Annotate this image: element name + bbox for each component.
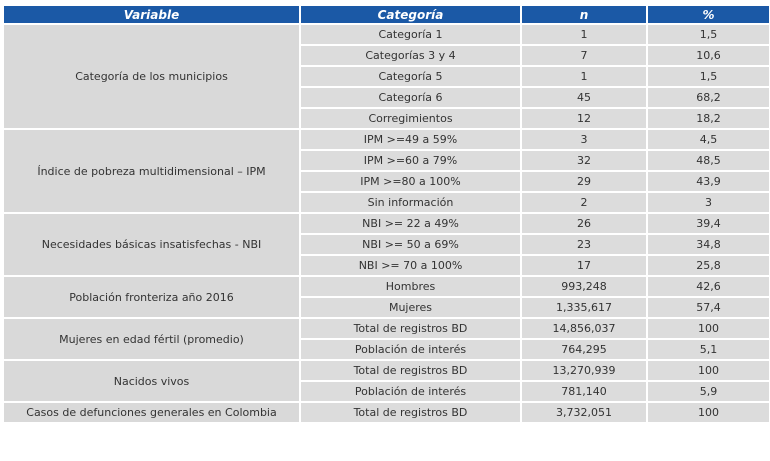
categoria-cell: Sin información [301, 193, 520, 212]
table-row: NBI >= 70 a 100% 17 25,8 [4, 256, 769, 275]
categoria-cell: Población de interés [301, 340, 520, 359]
categoria-cell: Mujeres [301, 298, 520, 317]
categoria-cell: Total de registros BD [301, 319, 520, 338]
categoria-cell: NBI >= 50 a 69% [301, 235, 520, 254]
table-row: Mujeres en edad fértil (promedio) Total d… [4, 319, 769, 359]
table-row: Corregimientos 12 18,2 [4, 109, 769, 128]
n-cell: 781,140 [522, 382, 646, 401]
variable-cell: Población fronteriza año 2016 [4, 277, 299, 317]
n-cell: 45 [522, 88, 646, 107]
variable-cell: Necesidades básicas insatisfechas - NBI [4, 214, 299, 275]
percent-cell: 48,5 [648, 151, 769, 170]
table-row: IPM >=60 a 79% 32 48,5 [4, 151, 769, 170]
table-row: NBI >= 50 a 69% 23 34,8 [4, 235, 769, 254]
categoria-cell: Categorías 3 y 4 [301, 46, 520, 65]
n-cell: 2 [522, 193, 646, 212]
table-row: Población de interés 781,140 5,9 [4, 382, 769, 401]
table-row: Nacidos vivos Total de registros BD 13,270… [4, 361, 769, 401]
percent-cell: 100 [648, 361, 769, 380]
n-cell: 3,732,051 [522, 403, 646, 422]
categoria-cell: IPM >=80 a 100% [301, 172, 520, 191]
categoria-cell: Categoría 1 [301, 25, 520, 44]
percent-cell: 43,9 [648, 172, 769, 191]
categoria-cell: Total de registros BD [301, 403, 520, 422]
table-row: Índice de pobreza multidimensional – IPM… [4, 130, 769, 212]
variable-cell: Nacidos vivos [4, 361, 299, 401]
categoria-cell: NBI >= 22 a 49% [301, 214, 520, 233]
data-table: Variable Categoría n % Categoría de los … [2, 4, 770, 424]
percent-cell: 5,1 [648, 340, 769, 359]
n-cell: 17 [522, 256, 646, 275]
table-row: Población de interés 764,295 5,1 [4, 340, 769, 359]
n-cell: 1 [522, 25, 646, 44]
categoria-cell: Categoría 6 [301, 88, 520, 107]
percent-cell: 3 [648, 193, 769, 212]
percent-cell: 5,9 [648, 382, 769, 401]
n-cell: 26 [522, 214, 646, 233]
n-cell: 12 [522, 109, 646, 128]
header-percent: % [648, 6, 769, 23]
variable-cell: Índice de pobreza multidimensional – IPM [4, 130, 299, 212]
percent-cell: 10,6 [648, 46, 769, 65]
n-cell: 3 [522, 130, 646, 149]
categoria-cell: Población de interés [301, 382, 520, 401]
percent-cell: 18,2 [648, 109, 769, 128]
n-cell: 1,335,617 [522, 298, 646, 317]
percent-cell: 57,4 [648, 298, 769, 317]
percent-cell: 1,5 [648, 25, 769, 44]
table-row: IPM >=80 a 100% 29 43,9 [4, 172, 769, 191]
percent-cell: 39,4 [648, 214, 769, 233]
n-cell: 29 [522, 172, 646, 191]
table-row: Mujeres 1,335,617 57,4 [4, 298, 769, 317]
n-cell: 1 [522, 67, 646, 86]
table-row: Categorías 3 y 4 7 10,6 [4, 46, 769, 65]
percent-cell: 68,2 [648, 88, 769, 107]
percent-cell: 1,5 [648, 67, 769, 86]
variable-cell: Categoría de los municipios [4, 25, 299, 128]
table-row: Categoría 5 1 1,5 [4, 67, 769, 86]
table-row: Necesidades básicas insatisfechas - NBI N… [4, 214, 769, 275]
categoria-cell: IPM >=49 a 59% [301, 130, 520, 149]
categoria-cell: Corregimientos [301, 109, 520, 128]
percent-cell: 4,5 [648, 130, 769, 149]
n-cell: 32 [522, 151, 646, 170]
n-cell: 7 [522, 46, 646, 65]
percent-cell: 100 [648, 403, 769, 422]
n-cell: 764,295 [522, 340, 646, 359]
table-row: Sin información 2 3 [4, 193, 769, 212]
n-cell: 993,248 [522, 277, 646, 296]
variable-cell: Mujeres en edad fértil (promedio) [4, 319, 299, 359]
percent-cell: 42,6 [648, 277, 769, 296]
categoria-cell: Total de registros BD [301, 361, 520, 380]
header-n: n [522, 6, 646, 23]
table-row: Casos de defunciones generales en Colomb… [4, 403, 769, 422]
n-cell: 13,270,939 [522, 361, 646, 380]
table-header: Variable Categoría n % [4, 6, 769, 23]
n-cell: 23 [522, 235, 646, 254]
header-row: Variable Categoría n % [4, 6, 769, 23]
categoria-cell: NBI >= 70 a 100% [301, 256, 520, 275]
percent-cell: 25,8 [648, 256, 769, 275]
header-categoria: Categoría [301, 6, 520, 23]
variable-cell: Casos de defunciones generales en Colomb… [4, 403, 299, 422]
categoria-cell: Categoría 5 [301, 67, 520, 86]
categoria-cell: Hombres [301, 277, 520, 296]
header-variable: Variable [4, 6, 299, 23]
categoria-cell: IPM >=60 a 79% [301, 151, 520, 170]
percent-cell: 34,8 [648, 235, 769, 254]
table-row: Población fronteriza año 2016 Hombres 993,… [4, 277, 769, 317]
table-row: Categoría 6 45 68,2 [4, 88, 769, 107]
n-cell: 14,856,037 [522, 319, 646, 338]
percent-cell: 100 [648, 319, 769, 338]
